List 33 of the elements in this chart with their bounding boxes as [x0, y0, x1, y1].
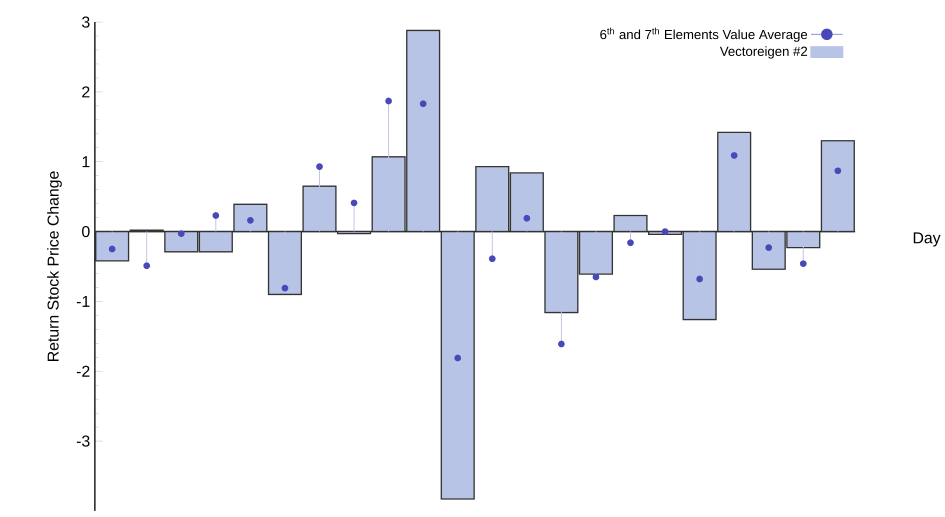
- y-tick-label: 3: [82, 16, 90, 28]
- point: [143, 262, 150, 270]
- point: [523, 215, 530, 222]
- y-tick-label: 1: [82, 156, 90, 168]
- point: [800, 260, 807, 268]
- point: [316, 163, 323, 170]
- point: [696, 276, 703, 282]
- point: [282, 284, 288, 292]
- point: [730, 152, 738, 159]
- point: [178, 230, 185, 238]
- point: [558, 340, 565, 348]
- point: [385, 98, 392, 104]
- y-tick-label: -1: [76, 296, 90, 307]
- point: [108, 246, 116, 252]
- y-tick-label: -3: [76, 436, 90, 447]
- point: [627, 239, 634, 246]
- legend-label: 6$^{th}$ and 7$^{th}$ Elements Value Average: [600, 28, 808, 42]
- point: [350, 200, 358, 206]
- y-tick-label: -2: [76, 366, 90, 377]
- point: [247, 217, 254, 224]
- y-tick-label: 2: [82, 86, 90, 98]
- point: [834, 168, 842, 174]
- point: [662, 228, 668, 236]
- y-axis-title: Return Stock Price Change: [47, 172, 62, 362]
- point: [454, 354, 462, 362]
- y-tick-label: 0: [82, 226, 90, 238]
- x-axis-title: Day: [914, 232, 941, 247]
- point: [420, 100, 427, 108]
- point: [765, 244, 772, 252]
- point: [488, 256, 496, 262]
- point: [212, 212, 220, 219]
- point: [592, 274, 600, 280]
- legend-label: Vectoreigen #2: [720, 46, 808, 59]
